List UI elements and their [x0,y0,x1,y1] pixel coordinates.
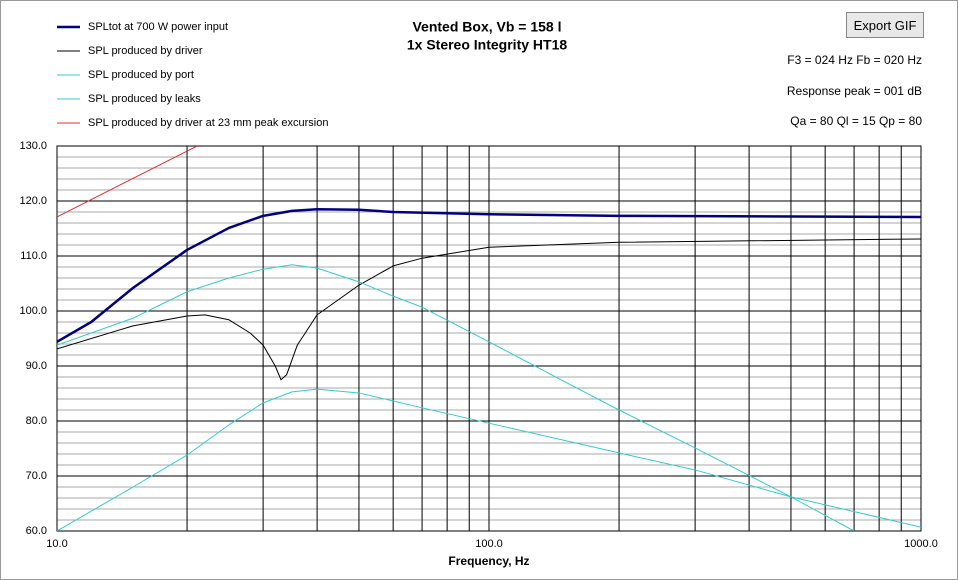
y-tick-label: 100.0 [19,305,47,317]
x-tick-label: 10.0 [46,538,67,550]
info-text: Qa = 80 Ql = 15 Qp = 80 [790,114,922,128]
series-group [57,146,921,531]
series-line [57,388,921,531]
info-text: F3 = 024 Hz Fb = 020 Hz [787,53,922,67]
series-line [57,264,855,531]
legend-label: SPLtot at 700 W power input [88,21,228,33]
x-tick-label: 1000.0 [904,538,938,550]
x-axis-label: Frequency, Hz [448,554,529,568]
legend-label: SPL produced by port [88,69,194,81]
info-text: Response peak = 001 dB [787,84,922,98]
chart-subtitle: 1x Stereo Integrity HT18 [407,37,567,53]
y-tick-label: 60.0 [26,525,47,537]
export-button[interactable]: Export GIF [846,12,924,38]
y-tick-label: 70.0 [26,470,47,482]
y-tick-label: 90.0 [26,360,47,372]
legend-label: SPL produced by driver at 23 mm peak exc… [88,117,329,129]
y-tick-label: 110.0 [20,250,47,262]
series-line [57,238,921,381]
legend-label: SPL produced by leaks [88,93,201,105]
chart-title: Vented Box, Vb = 158 l [412,19,561,35]
series-line [57,208,921,343]
y-tick-label: 120.0 [19,195,47,207]
x-tick-label: 100.0 [475,538,503,550]
plot-border [56,145,922,532]
series-line [57,146,198,218]
y-tick-label: 130.0 [19,140,47,152]
y-tick-label: 80.0 [26,415,47,427]
legend-label: SPL produced by driver [88,45,203,57]
